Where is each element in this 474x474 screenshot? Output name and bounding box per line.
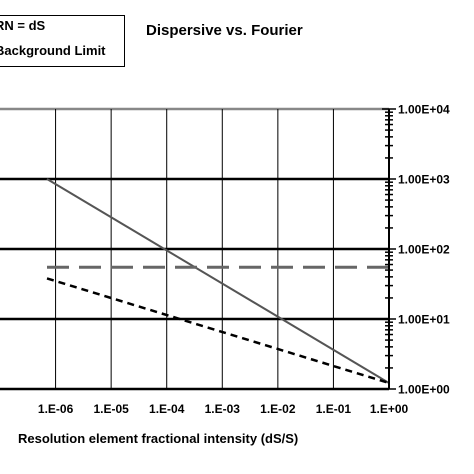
x-tick-label: 1.E-02	[260, 402, 296, 416]
series-line-0	[46, 178, 390, 384]
x-tick-label: 1.E-05	[93, 402, 129, 416]
series-group	[46, 178, 390, 385]
x-axis-label: Resolution element fractional intensity …	[18, 431, 299, 446]
legend: RN = dS Background Limit	[0, 15, 125, 67]
y-tick-label: 1.00E+01	[398, 313, 450, 327]
grid-lines	[0, 107, 389, 391]
y-tick-label: 1.00E+00	[398, 383, 450, 397]
x-axis-tick-labels: 1.E-05 1.E-04 1.E-03 1.E-02 1.E-01 1.E+00 1.E-…	[38, 402, 409, 416]
y-tick-label: 1.00E+02	[398, 243, 450, 257]
chart-title: Dispersive vs. Fourier	[146, 22, 303, 39]
y-tick-label: 1.00E+03	[398, 173, 450, 187]
legend-item-rn: RN = dS	[0, 18, 46, 33]
x-tick-label: 1.E-04	[149, 402, 185, 416]
x-tick-label: 1.E+00	[370, 402, 409, 416]
x-tick-label: 1.E-03	[205, 402, 241, 416]
y-tick-label: 1.00E+04	[398, 103, 450, 117]
x-tick-label: 1.E-01	[316, 402, 352, 416]
y-axis: 1.00E+00 1.00E+01 1.00E+02 1.00E+03 1.00E+04	[382, 103, 450, 397]
series-line-1	[46, 277, 390, 385]
legend-item-background-limit: Background Limit	[0, 43, 106, 58]
x-tick-label: 1.E-06	[38, 402, 74, 416]
